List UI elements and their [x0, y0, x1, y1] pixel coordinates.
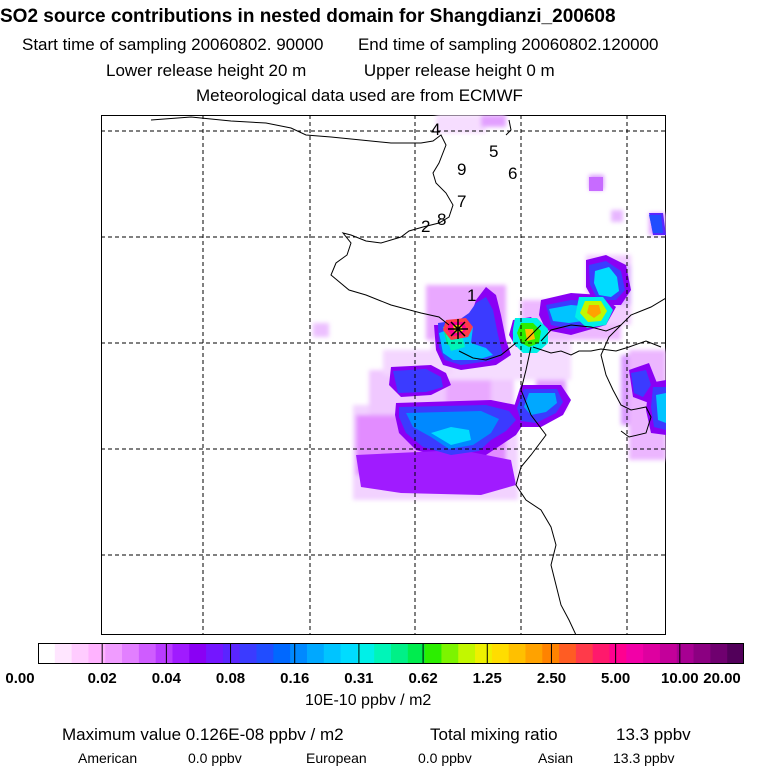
sampling-times: Start time of sampling 20060802. 90000 E… — [22, 35, 659, 55]
colorbar-swatch — [374, 643, 392, 664]
colorbar-swatch — [475, 643, 493, 664]
region-name-asian: Asian — [538, 750, 574, 766]
contour-label: 9 — [457, 160, 466, 179]
colorbar-swatch — [592, 643, 611, 664]
colorbar-swatch — [693, 643, 711, 664]
colorbar-tick-label: 0.31 — [344, 670, 374, 687]
colorbar-tick-label: 0.08 — [215, 670, 246, 687]
colorbar-swatch — [407, 643, 426, 664]
colorbar-swatch — [441, 643, 459, 664]
colorbar-tick-label: 0.00 — [5, 670, 35, 687]
contour-label: 5 — [489, 142, 498, 161]
colorbar-swatch — [357, 643, 375, 664]
colorbar-swatch — [172, 643, 190, 664]
colorbar-tick-label: 10.00 — [661, 670, 699, 687]
colorbar-swatch — [122, 643, 140, 664]
colorbar-swatch — [525, 643, 543, 664]
colorbar — [38, 643, 744, 664]
region-value-american: 0.0 ppbv — [188, 750, 242, 766]
region-value-asian: 13.3 ppbv — [613, 750, 675, 766]
colorbar-swatch — [710, 643, 728, 664]
end-time-label: End time of sampling 20060802.120000 — [357, 35, 659, 54]
colorbar-swatch — [273, 643, 291, 664]
colorbar-swatch — [559, 643, 577, 664]
colorbar-swatch — [340, 643, 358, 664]
max-value-label: Maximum value 0.126E-08 ppbv / m2 — [62, 725, 344, 744]
colorbar-swatch — [491, 643, 510, 664]
colorbar-swatch — [508, 643, 527, 664]
colorbar-swatch — [609, 643, 627, 664]
summary-line: Maximum value 0.126E-08 ppbv / m2 Total … — [62, 725, 762, 747]
map-title: SO2 source contributions in nested domai… — [0, 6, 616, 27]
colorbar-swatch — [676, 643, 695, 664]
lat-lon-grid — [101, 115, 666, 635]
colorbar-tick-label: 0.04 — [151, 670, 181, 687]
colorbar-tick-label: 5.00 — [601, 670, 631, 687]
contour-label: 7 — [457, 192, 466, 211]
contour-label: 4 — [431, 120, 440, 139]
colorbar-tick-label: 0.62 — [408, 670, 438, 687]
contour-labels: 4 5 9 6 7 2 8 1 — [421, 120, 517, 305]
start-time-label: Start time of sampling 20060802. 90000 — [22, 35, 324, 54]
colorbar-swatch — [88, 643, 106, 664]
colorbar-swatch — [659, 643, 678, 664]
colorbar-swatch — [138, 643, 157, 664]
colorbar-unit: 10E-10 ppbv / m2 — [305, 692, 432, 709]
colorbar-swatch — [206, 643, 224, 664]
colorbar-swatch — [54, 643, 73, 664]
regional-contributions: American 0.0 ppbv European 0.0 ppbv Asia… — [0, 750, 768, 768]
colorbar-swatch — [458, 643, 476, 664]
concentration-field — [313, 115, 666, 500]
total-mixing-label: Total mixing ratio — [430, 725, 558, 744]
colorbar-swatch — [189, 643, 207, 664]
colorbar-swatch — [306, 643, 325, 664]
colorbar-tick-label: 20.00 — [703, 670, 741, 687]
contour-label: 2 — [421, 217, 430, 236]
colorbar-tick-label: 0.02 — [87, 670, 117, 687]
colorbar-swatch — [155, 643, 174, 664]
colorbar-swatch — [239, 643, 258, 664]
release-heights: Lower release height 20 m Upper release … — [106, 61, 555, 81]
region-name-american: American — [78, 750, 138, 766]
colorbar-swatch — [391, 643, 409, 664]
colorbar-swatch — [323, 643, 342, 664]
colorbar-tick-label: 1.25 — [472, 670, 502, 687]
colorbar-swatch — [290, 643, 308, 664]
colorbar-swatch — [105, 643, 123, 664]
contour-label: 8 — [437, 210, 446, 229]
colorbar-border — [38, 643, 744, 664]
region-name-european: European — [306, 750, 367, 766]
colorbar-swatch — [626, 643, 644, 664]
colorbar-tick-label: 0.16 — [280, 670, 310, 687]
colorbar-swatch — [256, 643, 274, 664]
lower-release-label: Lower release height 20 m — [106, 61, 307, 80]
colorbar-swatch — [643, 643, 661, 664]
coastlines — [150, 116, 666, 635]
colorbar-swatch — [424, 643, 443, 664]
upper-release-label: Upper release height 0 m — [363, 61, 555, 80]
colorbar-swatch — [727, 643, 744, 664]
met-data-label: Meteorological data used are from ECMWF — [196, 86, 523, 105]
map-panel: 4 5 9 6 7 2 8 1 — [101, 115, 666, 635]
colorbar-swatch — [71, 643, 90, 664]
colorbar-swatch — [38, 643, 56, 664]
contour-label: 6 — [508, 164, 517, 183]
total-mixing-value: 13.3 ppbv — [616, 725, 691, 744]
contour-label: 1 — [467, 286, 476, 305]
colorbar-tick-label: 2.50 — [536, 670, 567, 687]
colorbar-swatch — [575, 643, 594, 664]
colorbar-swatch — [222, 643, 241, 664]
station-star-marker — [448, 319, 468, 339]
region-value-european: 0.0 ppbv — [418, 750, 472, 766]
receptor-marker — [524, 324, 542, 342]
